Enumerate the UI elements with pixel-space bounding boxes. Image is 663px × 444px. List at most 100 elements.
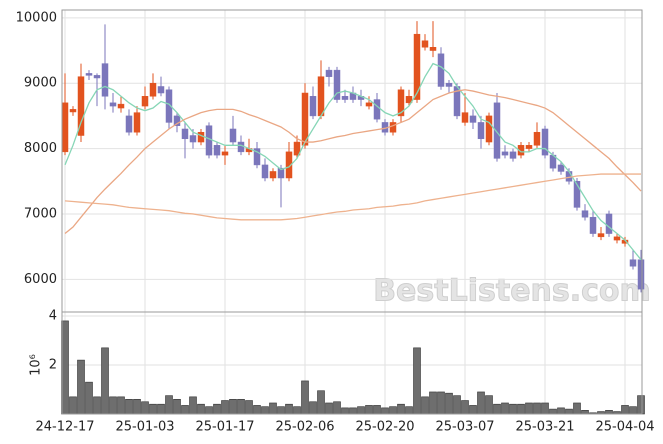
candle-body [365, 102, 373, 107]
volume-bar [117, 396, 125, 415]
candle-body [573, 181, 581, 208]
candle-body [525, 145, 533, 149]
candle-body [189, 135, 197, 143]
candle-body [341, 96, 349, 100]
candle-body [637, 259, 645, 290]
volume-bar [477, 391, 485, 415]
volume-bar [461, 400, 469, 415]
candle-body [141, 96, 149, 107]
panel-frame [61, 311, 643, 415]
y-tick-label: 6000 [24, 272, 57, 287]
volume-bar [357, 406, 365, 415]
candle-body [261, 164, 269, 179]
candle-body [93, 75, 101, 79]
candle-body [333, 69, 341, 100]
volume-bar [197, 403, 205, 415]
volume-bar [341, 407, 349, 415]
volume-bar [165, 395, 173, 415]
volume-bar [85, 381, 93, 415]
candle-body [149, 82, 157, 97]
volume-bar [581, 410, 589, 415]
x-tick-label: 25-01-03 [115, 420, 174, 435]
volume-bar [365, 405, 373, 415]
y-tick-label: 8000 [24, 141, 57, 156]
volume-bar [285, 403, 293, 415]
candle-body [445, 82, 453, 87]
volume-bar [229, 398, 237, 415]
volume-bar [141, 401, 149, 415]
y-tick-label: 7000 [24, 206, 57, 221]
candle-body [429, 47, 437, 51]
candle-body [293, 141, 301, 156]
volume-bar [349, 407, 357, 415]
candle-body [413, 33, 421, 100]
volume-bar [557, 407, 565, 415]
volume-bar [605, 410, 613, 415]
volume-bar [61, 320, 69, 415]
candle-body [421, 40, 429, 48]
candle-body [581, 210, 589, 218]
volume-bar [253, 405, 261, 415]
x-tick-label: 24-12-17 [35, 420, 94, 435]
volume-bar [213, 403, 221, 415]
volume-bar [389, 406, 397, 415]
x-tick-label: 25-03-07 [435, 420, 494, 435]
candle-body [165, 89, 173, 123]
volume-bar [621, 405, 629, 415]
volume-bar [333, 401, 341, 415]
volume-bar [509, 403, 517, 415]
candle-body [397, 89, 405, 117]
volume-bar [549, 408, 557, 415]
volume-bar [77, 359, 85, 415]
candle-body [533, 131, 541, 146]
volume-bar [533, 402, 541, 415]
x-tick-label: 25-03-21 [515, 420, 574, 435]
candle-body [405, 96, 413, 104]
volume-bar [101, 347, 109, 415]
volume-bar [413, 347, 421, 415]
candle-body [509, 151, 517, 159]
volume-bar [277, 406, 285, 415]
candle-body [253, 148, 261, 166]
volume-bar [541, 402, 549, 415]
candle-body [301, 92, 309, 146]
candle-body [541, 128, 549, 156]
volume-bar [501, 402, 509, 415]
y-tick-label: 9000 [24, 76, 57, 91]
volume-bar [173, 398, 181, 415]
volume-bar [453, 395, 461, 415]
candle-body [173, 115, 181, 126]
volume-bar [437, 391, 445, 415]
y-axis-label: 10⁶ [29, 354, 44, 376]
candle-body [605, 213, 613, 234]
candle-body [493, 102, 501, 159]
x-tick-label: 25-02-06 [275, 420, 334, 435]
candle-body [77, 76, 85, 136]
candle-body [277, 167, 285, 179]
candle-body [157, 86, 165, 94]
volume-bar [189, 396, 197, 415]
volume-bar [445, 392, 453, 415]
candle-body [197, 131, 205, 143]
moving-average-line [64, 89, 642, 235]
candle-body [229, 128, 237, 143]
volume-bar [261, 406, 269, 415]
volume-bar [221, 400, 229, 415]
candle-body [109, 102, 117, 107]
candle-body [85, 73, 93, 76]
volume-bar [525, 402, 533, 415]
volume-bar [237, 398, 245, 415]
moving-average-line [64, 173, 641, 221]
candle-body [69, 109, 77, 113]
volume-bar [381, 407, 389, 415]
candle-body [117, 103, 125, 109]
volume-bar [205, 406, 213, 415]
volume-bar [293, 406, 301, 415]
candle-body [501, 151, 509, 156]
candle-body [125, 115, 133, 133]
candle-body [589, 216, 597, 234]
volume-bar [469, 405, 477, 415]
volume-bar [269, 402, 277, 415]
